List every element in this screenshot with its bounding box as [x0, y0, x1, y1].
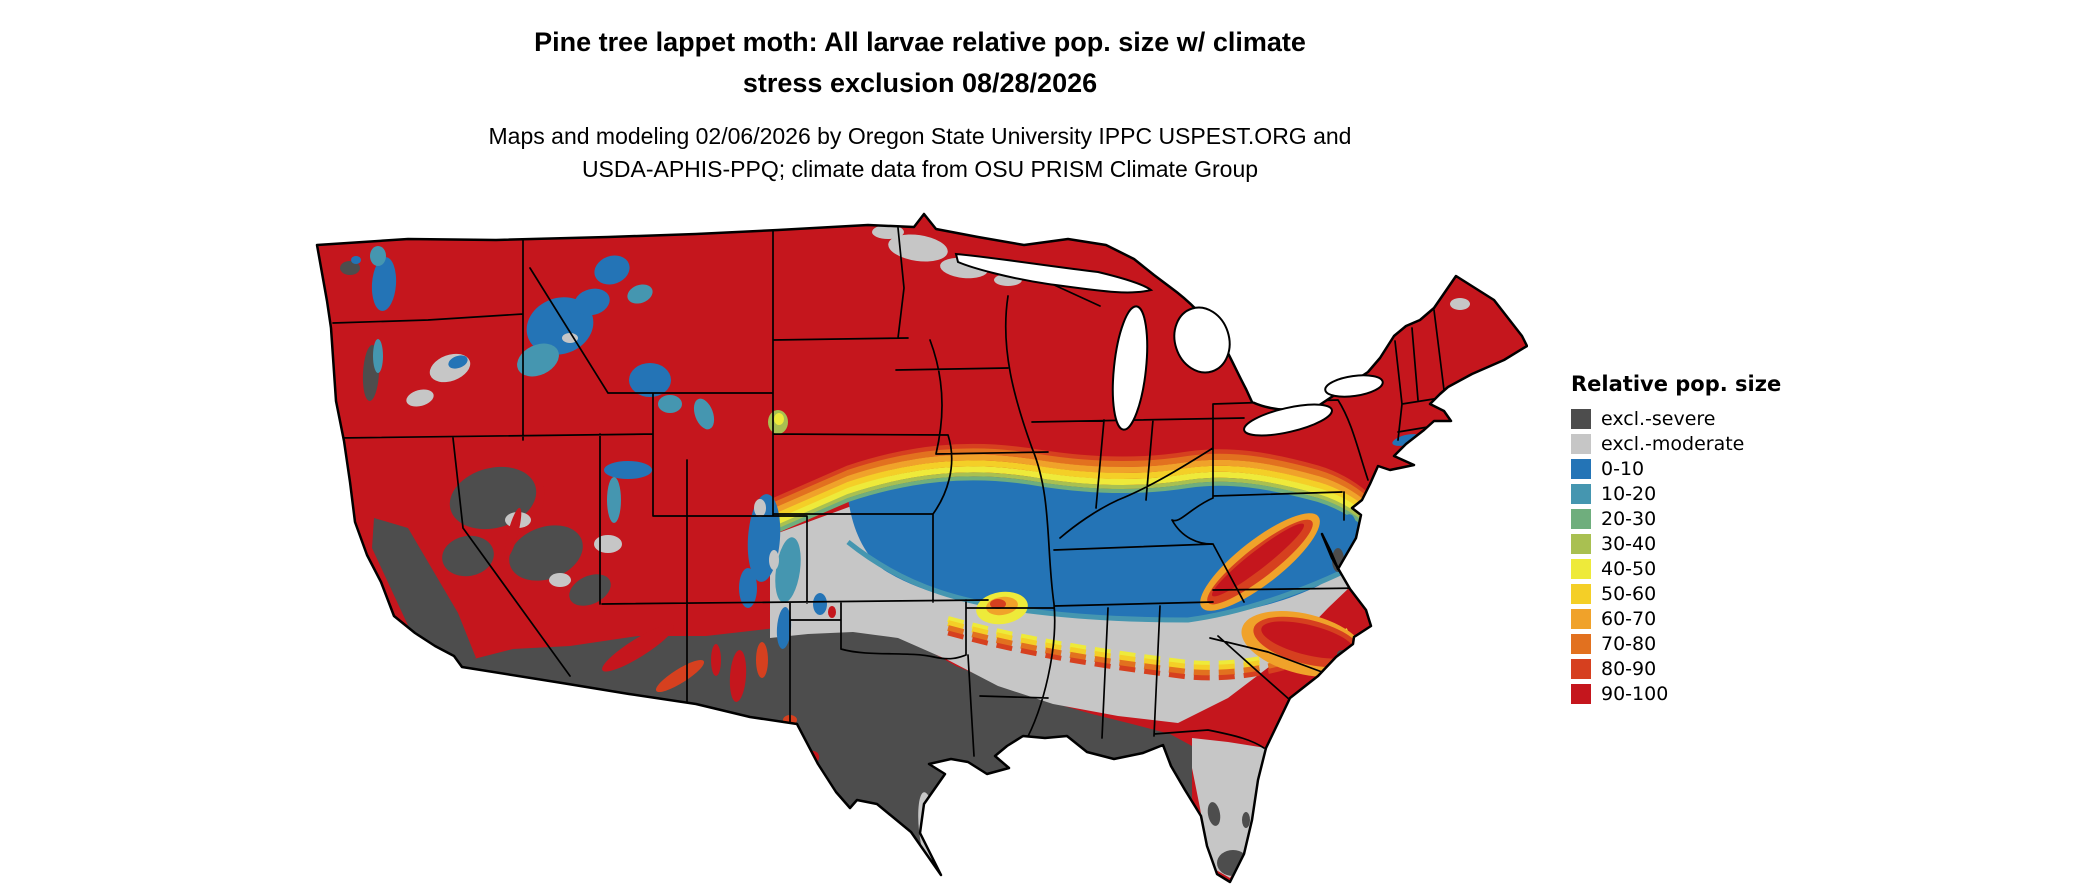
legend-item: 90-100 — [1571, 681, 1781, 706]
region-california-valley-severe — [372, 518, 476, 666]
map-title: Pine tree lappet moth: All larvae relati… — [320, 22, 1520, 103]
lake-michigan — [1111, 305, 1149, 431]
legend-label: 60-70 — [1601, 607, 1657, 630]
legend-label: 90-100 — [1601, 682, 1669, 705]
legend-item: 80-90 — [1571, 656, 1781, 681]
legend-swatch-70-80 — [1571, 633, 1591, 654]
legend-label: 10-20 — [1601, 482, 1657, 505]
map-subtitle-line2: USDA-APHIS-PPQ; climate data from OSU PR… — [581, 156, 1259, 183]
legend-label: 70-80 — [1601, 632, 1657, 655]
legend-label: excl.-moderate — [1601, 432, 1745, 455]
lake-ontario — [1324, 374, 1384, 398]
lake-superior — [954, 252, 1154, 294]
legend-item: 60-70 — [1571, 606, 1781, 631]
map-regions — [317, 214, 1527, 882]
legend-swatch-20-30 — [1571, 508, 1591, 529]
legend-title: Relative pop. size — [1571, 372, 1782, 396]
legend-label: 80-90 — [1601, 657, 1657, 680]
legend-swatch-90-100 — [1571, 683, 1591, 704]
legend-label: 50-60 — [1601, 582, 1657, 605]
map-title-line1: Pine tree lappet moth: All larvae relati… — [534, 27, 1306, 57]
legend-item: 30-40 — [1571, 531, 1781, 556]
legend-item: excl.-moderate — [1571, 431, 1781, 456]
map-title-line2: stress exclusion 08/28/2026 — [742, 67, 1098, 98]
legend-swatch-0-10 — [1571, 458, 1591, 479]
legend-swatch-10-20 — [1571, 483, 1591, 504]
legend-swatch-excl-severe — [1571, 408, 1591, 429]
legend-item: 50-60 — [1571, 581, 1781, 606]
legend-label: excl.-severe — [1601, 407, 1716, 430]
legend-item: 70-80 — [1571, 631, 1781, 656]
legend-item: 0-10 — [1571, 456, 1781, 481]
us-map — [308, 208, 1529, 884]
legend-swatch-excl-moderate — [1571, 433, 1591, 454]
legend-item: 20-30 — [1571, 506, 1781, 531]
lake-erie — [1243, 403, 1333, 437]
legend-swatch-50-60 — [1571, 583, 1591, 604]
legend-swatch-80-90 — [1571, 658, 1591, 679]
map-subtitle: Maps and modeling 02/06/2026 by Oregon S… — [320, 120, 1520, 187]
legend-item: 40-50 — [1571, 556, 1781, 581]
legend-label: 30-40 — [1601, 532, 1657, 555]
map-subtitle-line1: Maps and modeling 02/06/2026 by Oregon S… — [488, 123, 1352, 149]
legend-label: 40-50 — [1601, 557, 1657, 580]
region-florida-moderate — [1192, 738, 1266, 878]
lake-huron — [1173, 306, 1231, 374]
us-map-svg — [315, 212, 1529, 884]
state-borders — [332, 227, 1445, 757]
mountain-cool-patches — [340, 246, 801, 649]
legend-label: 20-30 — [1601, 507, 1657, 530]
legend-swatch-30-40 — [1571, 533, 1591, 554]
great-basin-patches — [442, 466, 622, 606]
legend: Relative pop. size excl.-severe excl.-mo… — [1571, 372, 1781, 706]
legend-label: 0-10 — [1601, 457, 1645, 480]
legend-swatch-60-70 — [1571, 608, 1591, 629]
legend-item: excl.-severe — [1571, 406, 1781, 431]
legend-item: 10-20 — [1571, 481, 1781, 506]
great-lakes — [954, 252, 1384, 437]
legend-swatch-40-50 — [1571, 558, 1591, 579]
